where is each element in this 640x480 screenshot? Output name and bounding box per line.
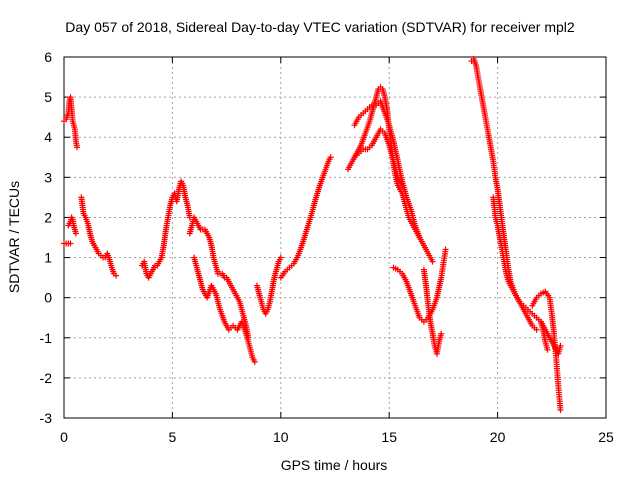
data-point bbox=[442, 246, 449, 253]
chart-title: Day 057 of 2018, Sidereal Day-to-day VTE… bbox=[65, 19, 575, 35]
y-axis-label: SDTVAR / TECUs bbox=[6, 181, 22, 293]
series-seg9 bbox=[277, 154, 334, 281]
data-point bbox=[67, 240, 74, 247]
y-tick-label: 4 bbox=[44, 129, 52, 145]
series-seg8 bbox=[253, 254, 284, 317]
x-tick-label: 25 bbox=[598, 429, 614, 445]
data-point bbox=[74, 144, 81, 151]
series-seg14 bbox=[420, 266, 445, 357]
y-tick-label: 3 bbox=[44, 169, 52, 185]
data-point bbox=[113, 272, 120, 279]
plot-frame bbox=[63, 56, 607, 419]
data-point bbox=[429, 258, 436, 265]
series-seg5 bbox=[139, 178, 193, 281]
data-point bbox=[533, 326, 540, 333]
data-point bbox=[557, 406, 564, 413]
y-tick-label: -1 bbox=[40, 330, 53, 346]
x-tick-label: 20 bbox=[490, 429, 506, 445]
series-seg4 bbox=[78, 194, 120, 279]
y-tick-label: 1 bbox=[44, 250, 52, 266]
series-seg12 bbox=[351, 126, 406, 189]
series-seg1 bbox=[61, 240, 74, 247]
data-point bbox=[72, 230, 79, 237]
data-point bbox=[416, 234, 423, 241]
series-seg16 bbox=[490, 194, 551, 353]
x-tick-label: 0 bbox=[60, 429, 68, 445]
y-tick-label: -3 bbox=[40, 410, 53, 426]
series-seg17 bbox=[529, 288, 564, 413]
grid-lines bbox=[64, 57, 606, 418]
x-axis-label: GPS time / hours bbox=[281, 457, 388, 473]
x-tick-label: 5 bbox=[169, 429, 177, 445]
series-seg3 bbox=[65, 214, 79, 237]
data-point bbox=[438, 330, 445, 337]
y-tick-label: 6 bbox=[44, 49, 52, 65]
series-seg11 bbox=[351, 98, 423, 241]
data-point bbox=[544, 346, 551, 353]
data-point bbox=[251, 358, 258, 365]
y-tick-label: 5 bbox=[44, 89, 52, 105]
y-tick-label: 2 bbox=[44, 209, 52, 225]
y-tick-label: 0 bbox=[44, 290, 52, 306]
data-points bbox=[61, 56, 564, 413]
x-tick-label: 10 bbox=[273, 429, 289, 445]
data-point bbox=[399, 182, 406, 189]
series-seg2 bbox=[61, 94, 81, 151]
series-seg7 bbox=[191, 254, 258, 365]
series-seg13 bbox=[390, 246, 449, 325]
y-tick-label: -2 bbox=[40, 370, 53, 386]
data-point bbox=[557, 342, 564, 349]
axes: 0 5 10 15 20 25 -3 -2 -1 0 1 2 3 4 5 6 bbox=[40, 49, 614, 445]
data-point bbox=[327, 154, 334, 161]
data-point bbox=[277, 254, 284, 261]
x-tick-label: 15 bbox=[381, 429, 397, 445]
series-seg18 bbox=[537, 318, 564, 357]
